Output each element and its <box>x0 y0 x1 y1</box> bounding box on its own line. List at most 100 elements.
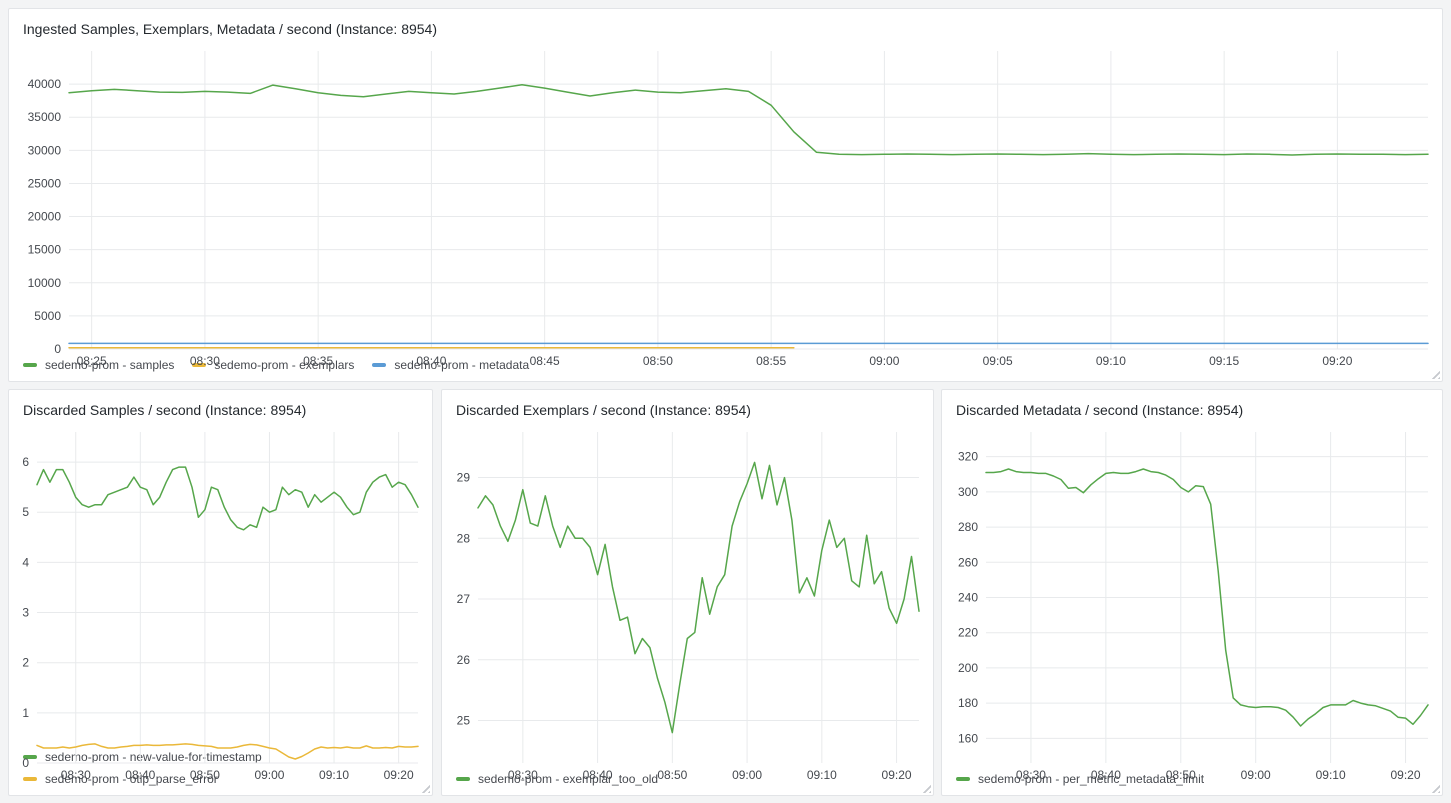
x-tick-label: 09:05 <box>983 354 1013 368</box>
x-tick-label: 08:50 <box>1166 768 1196 782</box>
legend-label: sedemo-prom - per_metric_metadata_limit <box>978 772 1205 786</box>
x-tick-label: 09:10 <box>1316 768 1346 782</box>
x-tick-label: 08:30 <box>1016 768 1046 782</box>
x-tick-label: 09:10 <box>319 768 349 782</box>
legend: sedemo-prom - new-value-for-timestamp sed… <box>9 747 432 795</box>
legend-item[interactable]: sedemo-prom - exemplars <box>192 357 354 373</box>
legend-label: sedemo-prom - new-value-for-timestamp <box>45 750 262 764</box>
x-tick-label: 08:55 <box>756 354 786 368</box>
legend-item[interactable]: sedemo-prom - samples <box>23 357 174 373</box>
legend-swatch-icon <box>956 777 970 781</box>
y-tick-label: 25 <box>457 713 471 727</box>
y-tick-label: 10000 <box>28 276 62 290</box>
x-tick-label: 09:10 <box>807 768 837 782</box>
y-tick-label: 160 <box>958 731 978 745</box>
y-tick-label: 260 <box>958 555 978 569</box>
y-tick-label: 300 <box>958 485 978 499</box>
x-tick-label: 09:20 <box>1391 768 1421 782</box>
series-line <box>477 461 920 734</box>
x-tick-label: 09:00 <box>732 768 762 782</box>
x-tick-label: 08:30 <box>61 768 91 782</box>
y-tick-label: 20000 <box>28 210 62 224</box>
panel-resize-handle[interactable] <box>1429 368 1440 379</box>
panel-title: Discarded Metadata / second (Instance: 8… <box>956 402 1244 418</box>
legend-swatch-icon <box>23 777 37 781</box>
legend: sedemo-prom - per_metric_metadata_limit <box>942 769 1442 795</box>
x-tick-label: 09:20 <box>1322 354 1352 368</box>
x-tick-label: 08:50 <box>643 354 673 368</box>
discarded-metadata-chart-plot[interactable]: 160 180 200 220 240 260 280 300 320 08:30 08:40 08:… <box>942 424 1442 782</box>
y-tick-label: 180 <box>958 696 978 710</box>
panel-resize-handle[interactable] <box>419 782 430 793</box>
panel-title: Ingested Samples, Exemplars, Metadata / … <box>23 21 438 37</box>
y-tick-label: 40000 <box>28 77 62 91</box>
y-tick-label: 25000 <box>28 176 62 190</box>
legend: sedemo-prom - samples sedemo-prom - exemp… <box>9 355 1442 381</box>
y-tick-label: 29 <box>457 471 471 485</box>
x-tick-label: 09:00 <box>1241 768 1271 782</box>
chart-svg: 0 5000 10000 15000 20000 25000 30000 35000 40000… <box>28 51 1429 368</box>
legend-label: sedemo-prom - metadata <box>394 358 530 372</box>
legend-swatch-icon <box>456 777 470 781</box>
x-tick-label: 09:20 <box>384 768 414 782</box>
legend-swatch-icon <box>23 755 37 759</box>
x-tick-label: 08:45 <box>530 354 560 368</box>
discarded-exemplars-chart-plot[interactable]: 25 26 27 28 29 08:30 08:40 08:50 09:00 09:10 09:20 <box>442 424 933 782</box>
y-tick-label: 15000 <box>28 243 62 257</box>
panel-ingested-samples: Ingested Samples, Exemplars, Metadata / … <box>8 8 1443 382</box>
panel-discarded-samples: Discarded Samples / second (Instance: 89… <box>8 389 433 796</box>
x-tick-label: 09:00 <box>254 768 284 782</box>
x-tick-label: 08:50 <box>190 768 220 782</box>
legend-item[interactable]: sedemo-prom - per_metric_metadata_limit <box>956 771 1204 787</box>
x-tick-label: 09:10 <box>1096 354 1126 368</box>
y-tick-label: 6 <box>22 455 29 469</box>
y-tick-label: 280 <box>958 520 978 534</box>
y-tick-label: 4 <box>22 555 29 569</box>
panel-title: Discarded Exemplars / second (Instance: … <box>456 402 751 418</box>
series-line <box>68 84 1429 156</box>
panel-resize-handle[interactable] <box>920 782 931 793</box>
y-tick-label: 26 <box>457 653 471 667</box>
x-tick-label: 08:35 <box>303 354 333 368</box>
legend: sedemo-prom - exemplar_too_old <box>442 769 933 795</box>
discarded-samples-chart-plot[interactable]: 0 1 2 3 4 5 6 08:30 08:40 08:50 09:00 09:10 09:20 <box>9 424 432 782</box>
y-tick-label: 5000 <box>34 309 61 323</box>
legend-label: sedemo-prom - exemplars <box>214 358 355 372</box>
ingested-chart-plot[interactable]: 0 5000 10000 15000 20000 25000 30000 35000 40000… <box>9 43 1442 368</box>
legend-swatch-icon <box>372 363 387 367</box>
y-tick-label: 28 <box>457 531 471 545</box>
y-tick-label: 27 <box>457 592 471 606</box>
y-tick-label: 3 <box>22 606 29 620</box>
x-tick-label: 09:15 <box>1209 354 1239 368</box>
x-tick-label: 08:30 <box>190 354 220 368</box>
legend-item[interactable]: sedemo-prom - metadata <box>372 357 529 373</box>
x-tick-label: 08:40 <box>416 354 446 368</box>
legend-label: sedemo-prom - otlp_parse_error <box>45 772 218 786</box>
x-tick-label: 09:00 <box>869 354 899 368</box>
y-tick-label: 35000 <box>28 110 62 124</box>
legend-label: sedemo-prom - samples <box>45 358 175 372</box>
x-tick-label: 08:40 <box>1091 768 1121 782</box>
x-tick-label: 08:40 <box>125 768 155 782</box>
y-tick-label: 30000 <box>28 143 62 157</box>
legend-item[interactable]: sedemo-prom - exemplar_too_old <box>456 771 658 787</box>
x-tick-label: 08:30 <box>508 768 538 782</box>
x-tick-label: 08:25 <box>77 354 107 368</box>
y-tick-label: 0 <box>54 342 61 356</box>
y-tick-label: 5 <box>22 505 29 519</box>
x-tick-label: 08:40 <box>583 768 613 782</box>
legend-swatch-icon <box>23 363 37 367</box>
panel-title: Discarded Samples / second (Instance: 89… <box>23 402 307 418</box>
series-line <box>985 468 1429 727</box>
chart-svg: 0 1 2 3 4 5 6 08:30 08:40 08:50 09:00 09:10 09:20 <box>22 432 419 782</box>
chart-svg: 25 26 27 28 29 08:30 08:40 08:50 09:00 09:10 09:20 <box>457 432 920 782</box>
legend-item[interactable]: sedemo-prom - new-value-for-timestamp <box>23 749 262 765</box>
panel-resize-handle[interactable] <box>1429 782 1440 793</box>
y-tick-label: 1 <box>22 706 29 720</box>
legend-label: sedemo-prom - exemplar_too_old <box>478 772 659 786</box>
legend-swatch-icon <box>192 363 207 367</box>
series-line <box>36 466 419 531</box>
x-tick-label: 08:50 <box>657 768 687 782</box>
legend-item[interactable]: sedemo-prom - otlp_parse_error <box>23 771 218 787</box>
